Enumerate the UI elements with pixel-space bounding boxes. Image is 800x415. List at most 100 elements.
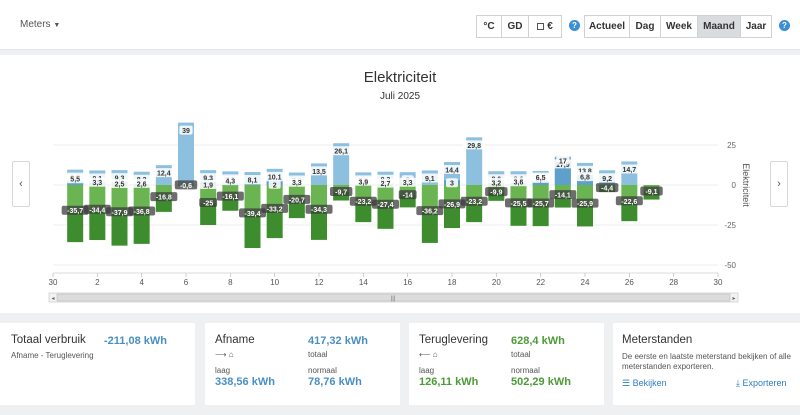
scroll-grip-icon: |||: [391, 296, 396, 302]
label-afname-laag-day-4: 2,6: [137, 181, 147, 188]
bar-teruglevering-normaal-day-1[interactable]: [67, 185, 84, 211]
x-tick-label-11: 22: [536, 278, 545, 287]
bar-teruglevering-laag-day-19[interactable]: [466, 201, 483, 223]
x-tick-label-2: 4: [139, 278, 144, 287]
label-afname-normaal-day-12: 13,5: [312, 169, 326, 176]
period-jaar-button[interactable]: Jaar: [740, 15, 772, 38]
bar-teruglevering-laag-day-11[interactable]: [288, 199, 305, 219]
bar-teruglevering-laag-day-4[interactable]: [133, 211, 150, 244]
bar-teruglevering-laag-day-10[interactable]: [266, 208, 283, 239]
bar-teruglevering-normaal-day-10[interactable]: [266, 185, 283, 209]
label-teruglevering-day-4: -36,8: [134, 209, 150, 216]
teruglevering-arrow-icon: ⟵ ⌂: [419, 350, 438, 359]
afname-low-value: 338,56 kWh: [215, 376, 275, 388]
bar-teruglevering-normaal-day-23[interactable]: [554, 185, 571, 196]
bar-teruglevering-laag-day-18[interactable]: [444, 204, 460, 229]
euro-button[interactable]: €: [528, 15, 562, 38]
period-dag-button[interactable]: Dag: [629, 15, 661, 38]
celsius-button[interactable]: °C: [476, 15, 502, 38]
meters-dropdown[interactable]: Meters ▼: [20, 19, 60, 30]
label-afname-laag-day-3: 2,5: [115, 182, 125, 189]
period-week-button[interactable]: Week: [660, 15, 698, 38]
exporteren-link[interactable]: ⤓ Exporteren: [736, 378, 787, 388]
x-ticks-group: 30 2 4 6 8 10 12 14 16 18 20 22 24 26 28 30: [49, 273, 723, 287]
bar-teruglevering-laag-day-12[interactable]: [311, 209, 327, 240]
bar-teruglevering-laag-day-14[interactable]: [355, 201, 372, 223]
bar-teruglevering-laag-day-13[interactable]: [333, 191, 350, 201]
x-tick-label-3: 6: [184, 278, 189, 287]
prev-period-button[interactable]: ‹: [12, 161, 30, 207]
label-teruglevering-day-18: -26,9: [444, 202, 460, 209]
label-afname-normaal-day-25-bg: [598, 173, 617, 183]
afname-total-label: totaal: [308, 350, 328, 359]
bar-teruglevering-laag-day-21[interactable]: [510, 203, 527, 226]
label-teruglevering-day-2-bg: [83, 204, 111, 214]
bar-teruglevering-normaal-day-16[interactable]: [399, 185, 416, 196]
teruglevering-low-label: laag: [419, 366, 435, 375]
label-teruglevering-day-25: -4,4: [601, 186, 613, 193]
bar-teruglevering-normaal-day-12[interactable]: [311, 185, 327, 210]
label-teruglevering-day-10: -33,2: [267, 206, 283, 213]
period-maand-button[interactable]: Maand: [697, 15, 741, 38]
y-tick-label-3: -50: [724, 261, 736, 270]
x-tick-label-0: 30: [49, 278, 58, 287]
bar-teruglevering-normaal-day-9[interactable]: [244, 185, 261, 214]
bar-afname-normaal-day-6[interactable]: [178, 122, 194, 185]
bar-teruglevering-laag-day-3[interactable]: [111, 212, 128, 246]
label-teruglevering-day-27-bg: [640, 186, 663, 196]
next-period-button[interactable]: ›: [770, 161, 788, 207]
label-teruglevering-day-23: -14,1: [555, 193, 571, 200]
label-teruglevering-day-1: -35,7: [67, 208, 83, 215]
help-icon-2[interactable]: ?: [779, 20, 790, 31]
label-afname-normaal-day-9: 8,1: [248, 178, 258, 185]
caret-down-icon: ▼: [53, 22, 61, 29]
bar-teruglevering-laag-day-9[interactable]: [244, 213, 261, 249]
bar-teruglevering-normaal-day-8[interactable]: [222, 185, 239, 197]
label-afname-laag-day-15: 2,7: [381, 181, 391, 188]
label-teruglevering-day-23-bg: [549, 190, 577, 200]
bar-teruglevering-laag-day-27[interactable]: [643, 191, 660, 200]
graaddagen-button[interactable]: GD: [501, 15, 529, 38]
bar-teruglevering-laag-day-24[interactable]: [577, 203, 593, 227]
bar-teruglevering-laag-day-1[interactable]: [67, 210, 84, 243]
label-afname-laag-day-2: 3,3: [92, 180, 102, 187]
bar-teruglevering-normaal-day-4[interactable]: [133, 185, 150, 212]
label-afname-laag-day-2-bg: [88, 177, 107, 187]
bar-teruglevering-normaal-day-17[interactable]: [421, 185, 438, 212]
label-afname-normaal-day-7: 9,3: [203, 176, 213, 183]
label-teruglevering-day-21-bg: [505, 198, 532, 208]
bar-teruglevering-laag-day-26[interactable]: [621, 201, 638, 222]
bekijken-link[interactable]: ☰ Bekijken: [622, 378, 667, 388]
bar-teruglevering-normaal-day-2[interactable]: [89, 185, 106, 210]
bar-teruglevering-laag-day-17[interactable]: [421, 211, 438, 243]
label-teruglevering-day-21: -25,5: [511, 201, 527, 208]
bar-teruglevering-laag-day-15[interactable]: [377, 204, 394, 229]
label-afname-normaal-day-9-bg: [243, 175, 262, 185]
label-teruglevering-day-14-bg: [349, 196, 377, 206]
x-tick-label-4: 8: [228, 278, 233, 287]
scroll-left-icon: ◂: [51, 296, 54, 302]
period-actueel-button[interactable]: Actueel: [584, 15, 630, 38]
label-teruglevering-day-3-bg: [106, 207, 133, 217]
label-teruglevering-day-8: -16,1: [222, 194, 238, 201]
label-afname-normaal-day-25: 9,2: [602, 176, 612, 183]
bar-teruglevering-normaal-day-3[interactable]: [111, 185, 128, 213]
label-afname-laag-day-23: 17: [559, 158, 567, 165]
label-afname-normaal-day-13: 26,1: [334, 149, 348, 156]
x-tick-label-10: 20: [492, 278, 501, 287]
bar-teruglevering-laag-day-20[interactable]: [488, 192, 505, 201]
label-afname-laag-day-24: 6,8: [580, 175, 590, 182]
label-teruglevering-day-19: -23,2: [466, 199, 482, 206]
bar-teruglevering-laag-day-7[interactable]: [200, 203, 217, 225]
label-afname-laag-day-21: 3,6: [514, 180, 524, 187]
bar-teruglevering-laag-day-22[interactable]: [532, 203, 549, 227]
bar-teruglevering-laag-day-2[interactable]: [89, 209, 106, 241]
label-teruglevering-day-11-bg: [283, 194, 311, 204]
chevron-left-icon: ‹: [19, 178, 23, 190]
chart-scrollbar[interactable]: ◂ ▸ |||: [48, 292, 739, 303]
label-teruglevering-day-16: -14: [403, 193, 413, 200]
label-afname-laag-day-8-bg: [221, 176, 240, 186]
label-afname-normaal-day-6: 39: [182, 128, 190, 135]
label-teruglevering-day-3: -37,9: [112, 210, 128, 217]
help-icon[interactable]: ?: [569, 20, 580, 31]
